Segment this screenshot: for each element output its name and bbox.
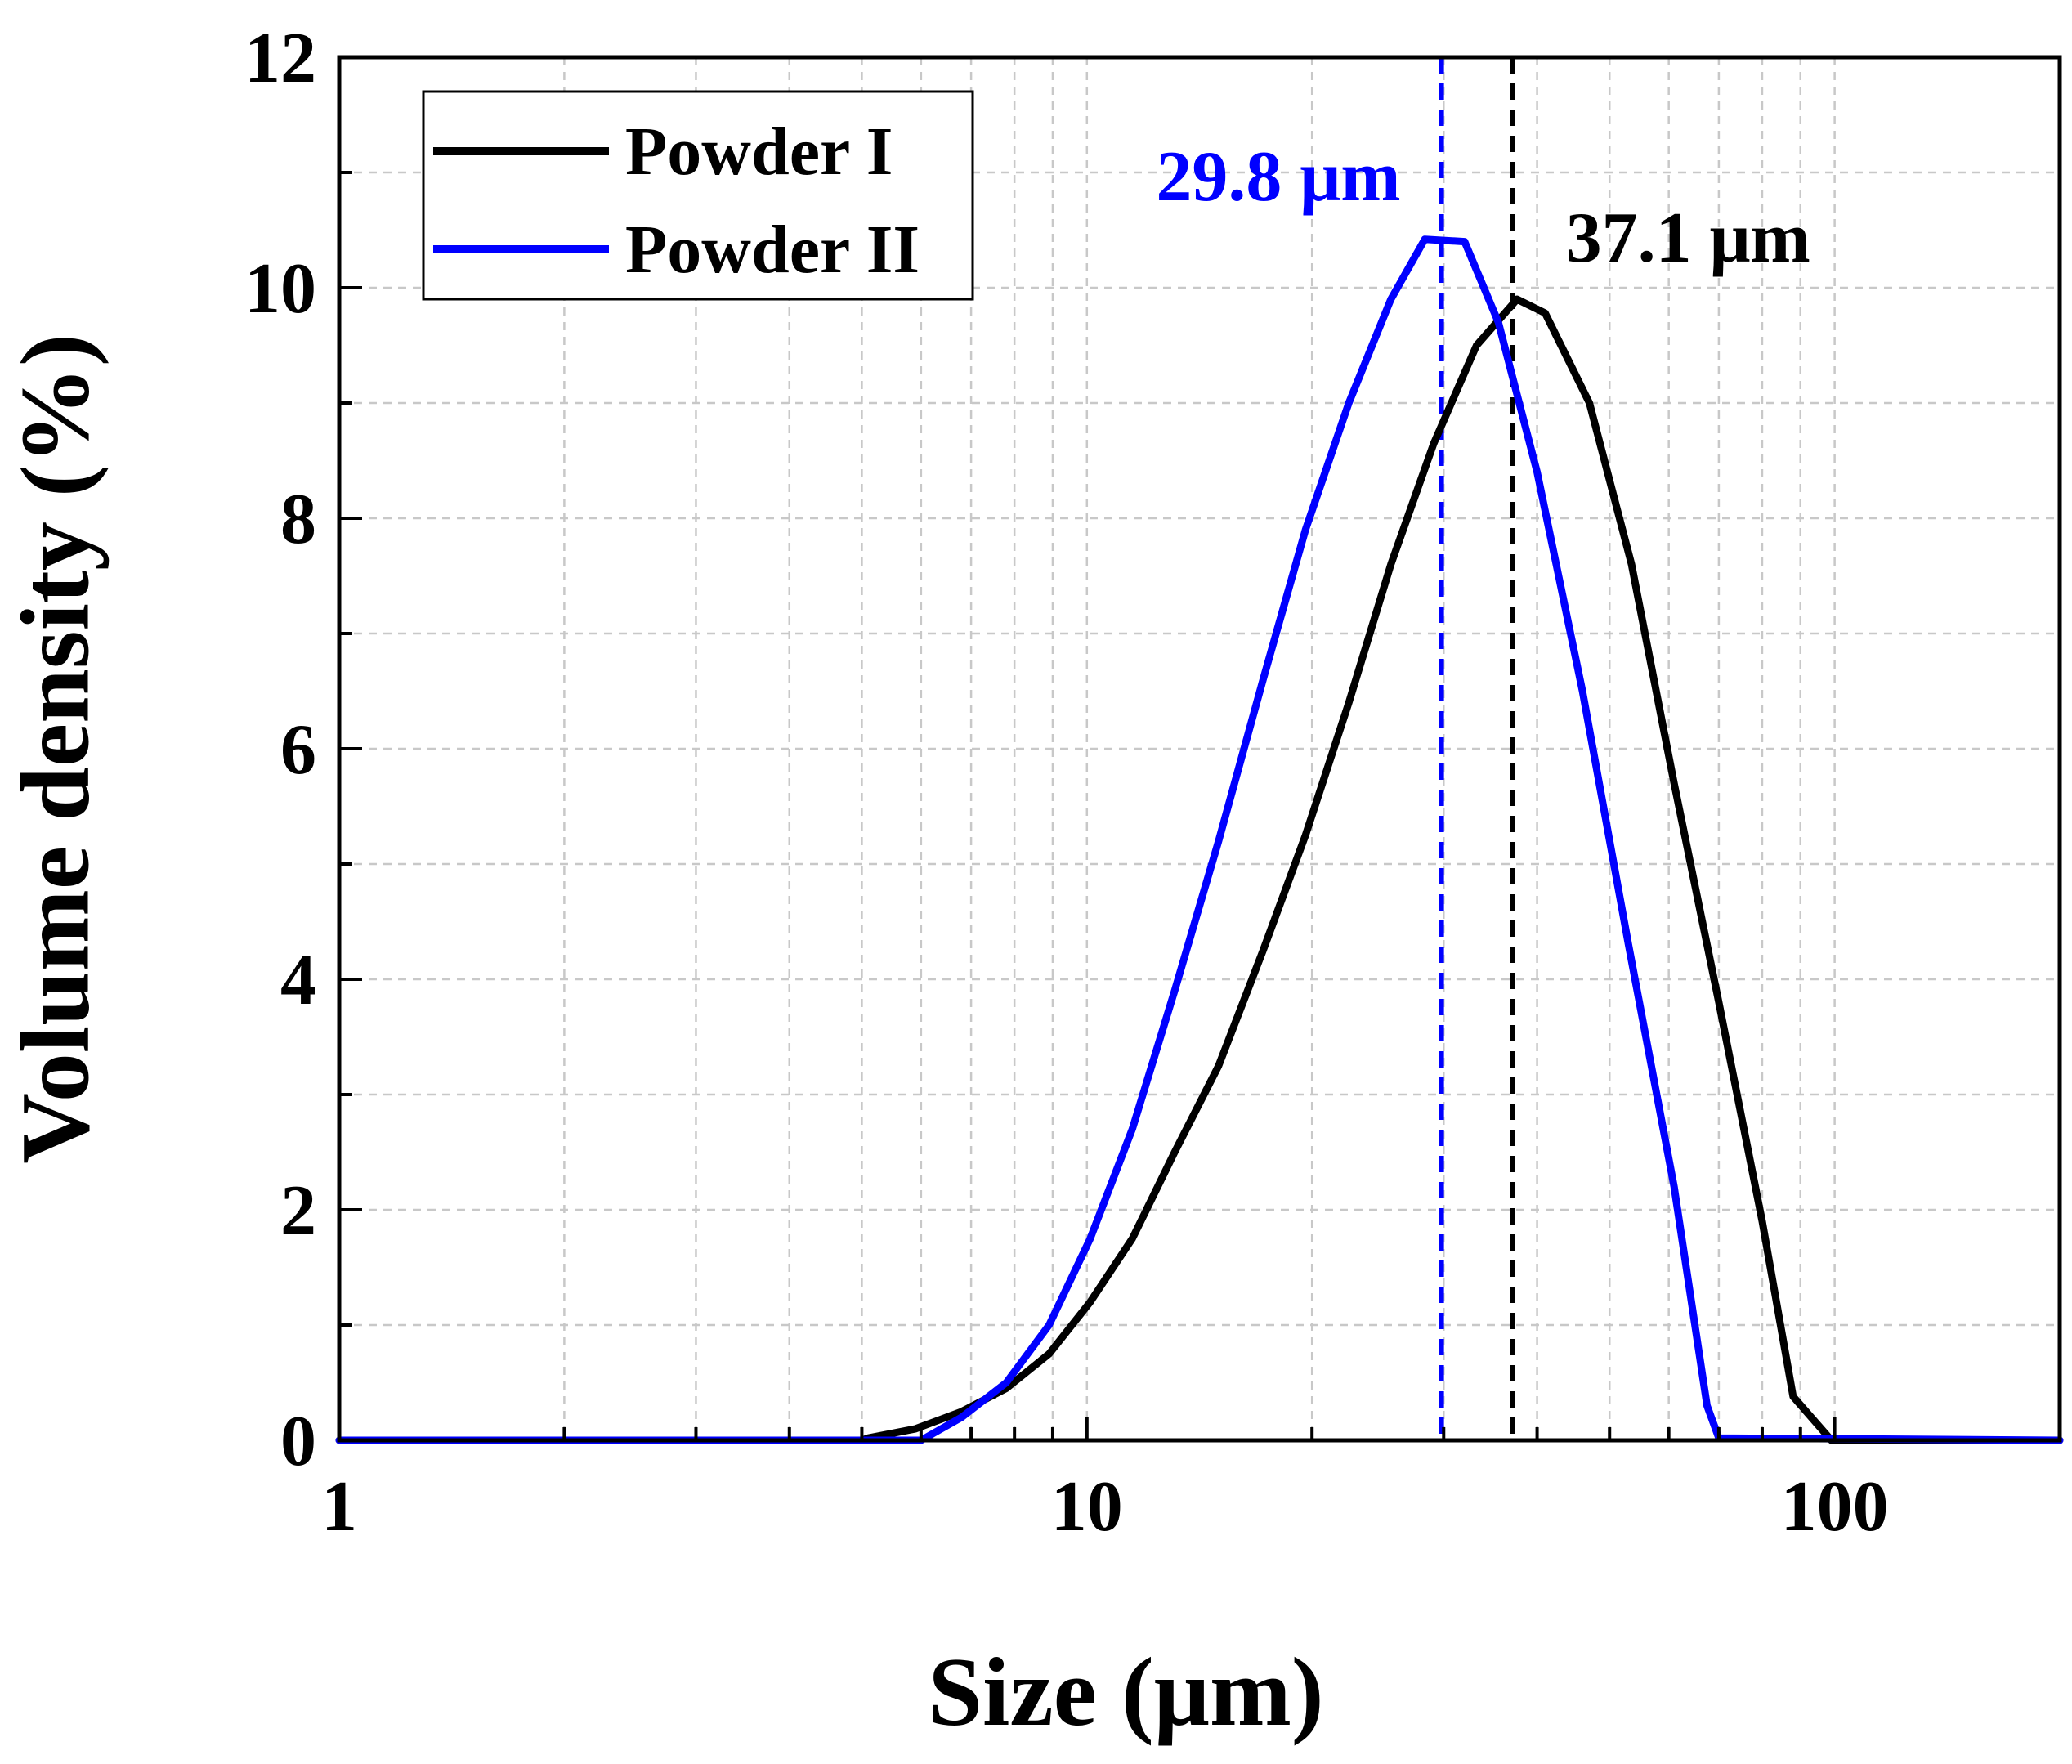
series-line-powder-ii — [335, 235, 2064, 1444]
legend-box — [422, 90, 974, 301]
legend-label-powder-i: Powder I — [625, 114, 893, 190]
x-tick-label: 1 — [321, 1467, 357, 1547]
grid-layer — [339, 57, 2060, 1440]
x-tick-label: 100 — [1781, 1467, 1889, 1547]
annotation-powder-i-peak: 37.1 μm — [1566, 199, 1810, 278]
series-layer — [335, 235, 2064, 1444]
x-axis-title: Size (μm) — [928, 1637, 1324, 1746]
y-tick-label: 12 — [244, 19, 316, 98]
y-tick-label: 4 — [280, 941, 316, 1020]
reference-lines — [1439, 57, 1515, 1440]
legend: Powder I Powder II — [422, 90, 974, 301]
series-line-powder-i — [335, 295, 2064, 1444]
y-tick-label: 10 — [244, 249, 316, 329]
y-tick-label: 8 — [280, 480, 316, 559]
y-tick-label: 2 — [280, 1171, 316, 1251]
y-tick-label: 0 — [280, 1402, 316, 1481]
y-tick-label: 6 — [280, 710, 316, 790]
annotation-powder-ii-peak: 29.8 μm — [1156, 137, 1400, 217]
x-tick-label: 10 — [1051, 1467, 1123, 1547]
y-axis-title: Volume density (%) — [1, 334, 110, 1164]
tick-layer: 0 2 4 6 8 10 12 1 10 100 — [244, 19, 1889, 1547]
legend-label-powder-ii: Powder II — [625, 212, 920, 288]
